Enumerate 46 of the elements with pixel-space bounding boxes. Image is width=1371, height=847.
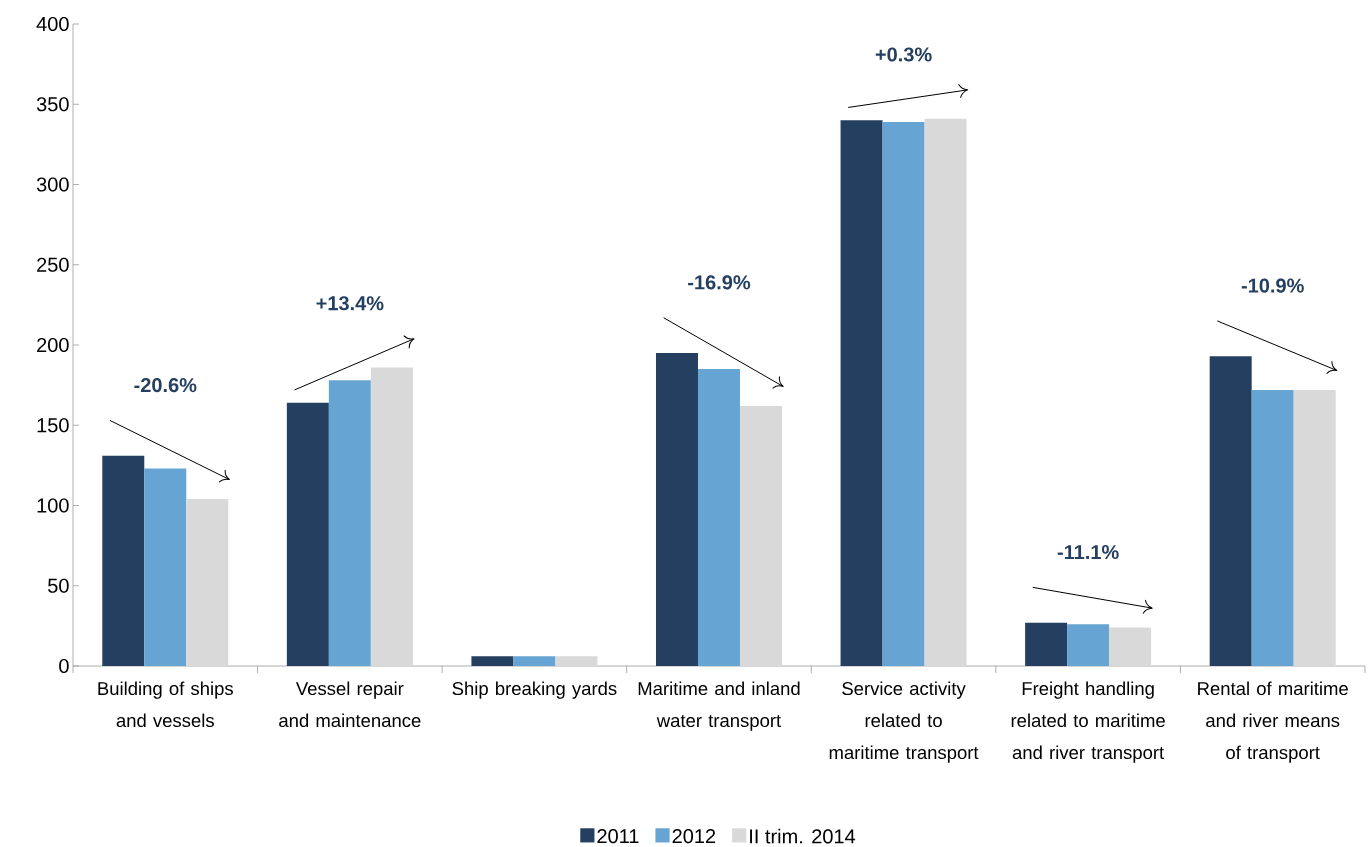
bar bbox=[471, 656, 514, 666]
bar bbox=[697, 369, 740, 666]
bar bbox=[102, 455, 145, 666]
bar bbox=[882, 121, 925, 666]
x-tick-label: Building of ships and vessels bbox=[98, 681, 233, 728]
bar bbox=[328, 380, 371, 666]
bar bbox=[1025, 622, 1068, 666]
annotation: -11.1% bbox=[1057, 545, 1119, 560]
y-tick-label: 0 bbox=[59, 658, 69, 674]
x-tick-label: Freight handling related to maritime and river transport bbox=[1011, 681, 1165, 763]
bar bbox=[924, 118, 967, 666]
bar bbox=[555, 656, 598, 666]
annotation: -10.9% bbox=[1241, 278, 1304, 293]
y-tick-label: 200 bbox=[37, 337, 69, 353]
annotation: +0.3% bbox=[875, 47, 932, 62]
bar bbox=[370, 367, 413, 666]
bar bbox=[1209, 356, 1252, 666]
bar bbox=[186, 499, 229, 666]
y-tick-label: 300 bbox=[36, 177, 69, 192]
annotation: +13.4% bbox=[316, 296, 384, 311]
y-tick-label: 50 bbox=[48, 578, 69, 593]
y-tick-label: 250 bbox=[37, 257, 69, 272]
annotation: -16.9% bbox=[688, 275, 751, 290]
y-tick-label: 400 bbox=[36, 16, 69, 32]
bar bbox=[1067, 624, 1110, 666]
x-tick-label: Maritime and inland water transport bbox=[638, 681, 800, 731]
legend-label: 2012 bbox=[672, 829, 716, 844]
bar bbox=[739, 405, 782, 666]
x-tick-label: Service activity related to maritime transport bbox=[829, 681, 979, 763]
x-tick-label: Rental of maritime and river means of transport bbox=[1198, 681, 1348, 763]
annotation: -20.6% bbox=[134, 378, 197, 393]
bar bbox=[513, 656, 556, 666]
bar bbox=[1109, 627, 1152, 666]
bar bbox=[144, 468, 187, 666]
y-tick-label: 100 bbox=[37, 498, 69, 513]
legend-label: 2011 bbox=[597, 829, 639, 844]
bar bbox=[655, 353, 698, 666]
legend-label: II trim. 2014 bbox=[750, 828, 856, 844]
x-tick-label: Vessel repair and maintenance bbox=[279, 681, 421, 728]
bar bbox=[1251, 389, 1294, 666]
y-tick-label: 350 bbox=[36, 97, 69, 112]
bar bbox=[1293, 389, 1336, 666]
x-tick-label: Ship breaking yards bbox=[452, 681, 617, 699]
bar bbox=[840, 120, 883, 666]
y-tick-label: 150 bbox=[37, 418, 69, 433]
bar bbox=[286, 402, 329, 666]
